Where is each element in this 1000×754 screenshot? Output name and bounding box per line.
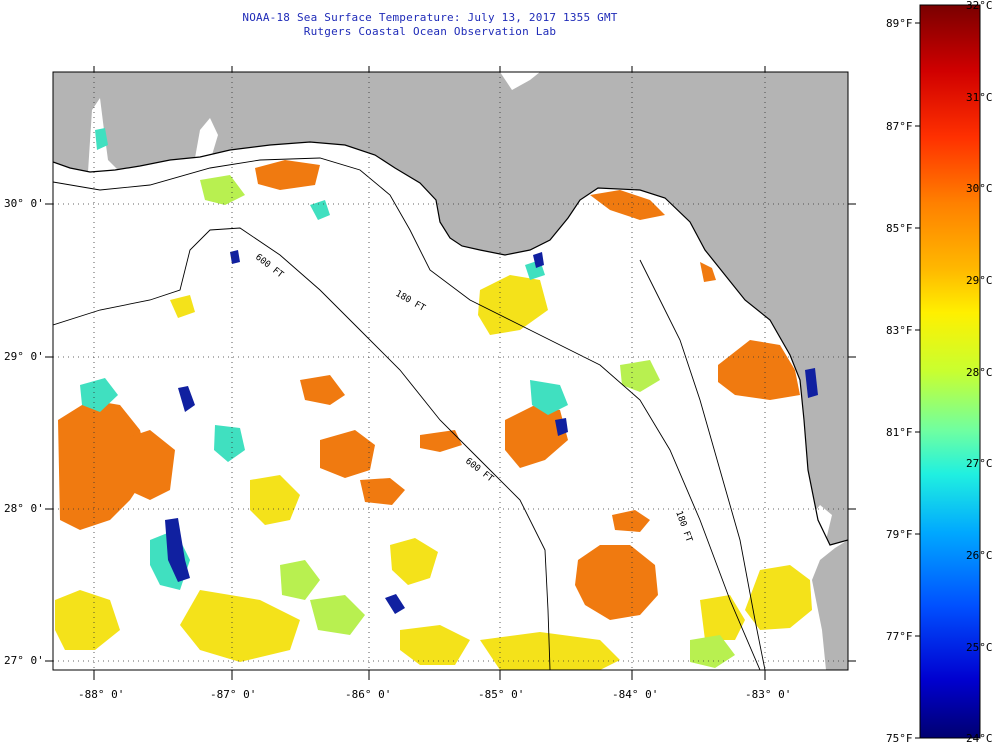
colorbar-c-30: 30°C: [966, 182, 993, 195]
axis-ticks: [45, 66, 856, 680]
colorbar-c-24: 24°C: [966, 732, 993, 745]
colorbar-c-25: 25°C: [966, 641, 993, 654]
sst-mild-patches: [55, 275, 812, 670]
lat-label-29: 29° 0': [4, 350, 44, 363]
depth-contour-600ft: [53, 227, 551, 670]
lon-label-83: -83° 0': [745, 688, 792, 701]
lat-label-27: 27° 0': [4, 654, 44, 667]
sst-very-cold-patches: [165, 250, 818, 614]
sst-warm-patches: [58, 160, 800, 620]
lon-label-86: -86° 0': [345, 688, 392, 701]
land-mass: [53, 72, 848, 545]
colorbar-f-77: 77°F: [886, 630, 913, 643]
depth-contour-shelf-edge: [639, 259, 766, 670]
colorbar-f-85: 85°F: [886, 222, 913, 235]
lon-label-84: -84° 0': [612, 688, 659, 701]
colorbar-ticks: [915, 22, 920, 739]
pensacola-bay: [195, 118, 218, 158]
title-line-1: NOAA-18 Sea Surface Temperature: July 13…: [242, 11, 618, 24]
colorbar-c-26: 26°C: [966, 549, 993, 562]
lon-label-85: -85° 0': [478, 688, 525, 701]
lat-label-30: 30° 0': [4, 197, 44, 210]
lon-label-88: -88° 0': [78, 688, 125, 701]
lat-label-28: 28° 0': [4, 502, 44, 515]
map-border: [52, 71, 849, 671]
colorbar-gradient: [919, 4, 981, 739]
colorbar-f-83: 83°F: [886, 324, 913, 337]
colorbar-c-27: 27°C: [966, 457, 993, 470]
colorbar-c-31: 31°C: [966, 91, 993, 104]
sst-cool-patches: [200, 175, 735, 668]
depth-contour-180ft: [53, 157, 761, 670]
land-florida-south: [812, 540, 848, 670]
colorbar-c-32: 32°C: [966, 0, 993, 12]
colorbar-f-81: 81°F: [886, 426, 913, 439]
colorbar-c-29: 29°C: [966, 274, 993, 287]
title-line-2: Rutgers Coastal Ocean Observation Lab: [303, 25, 557, 38]
colorbar-c-28: 28°C: [966, 366, 993, 379]
colorbar-f-89: 89°F: [886, 17, 913, 30]
coastline: [53, 141, 848, 546]
lon-label-87: -87° 0': [210, 688, 257, 701]
colorbar-f-87: 87°F: [886, 120, 913, 133]
north-notch: [500, 72, 540, 90]
colorbar-f-75: 75°F: [886, 732, 913, 745]
colorbar-f-79: 79°F: [886, 528, 913, 541]
